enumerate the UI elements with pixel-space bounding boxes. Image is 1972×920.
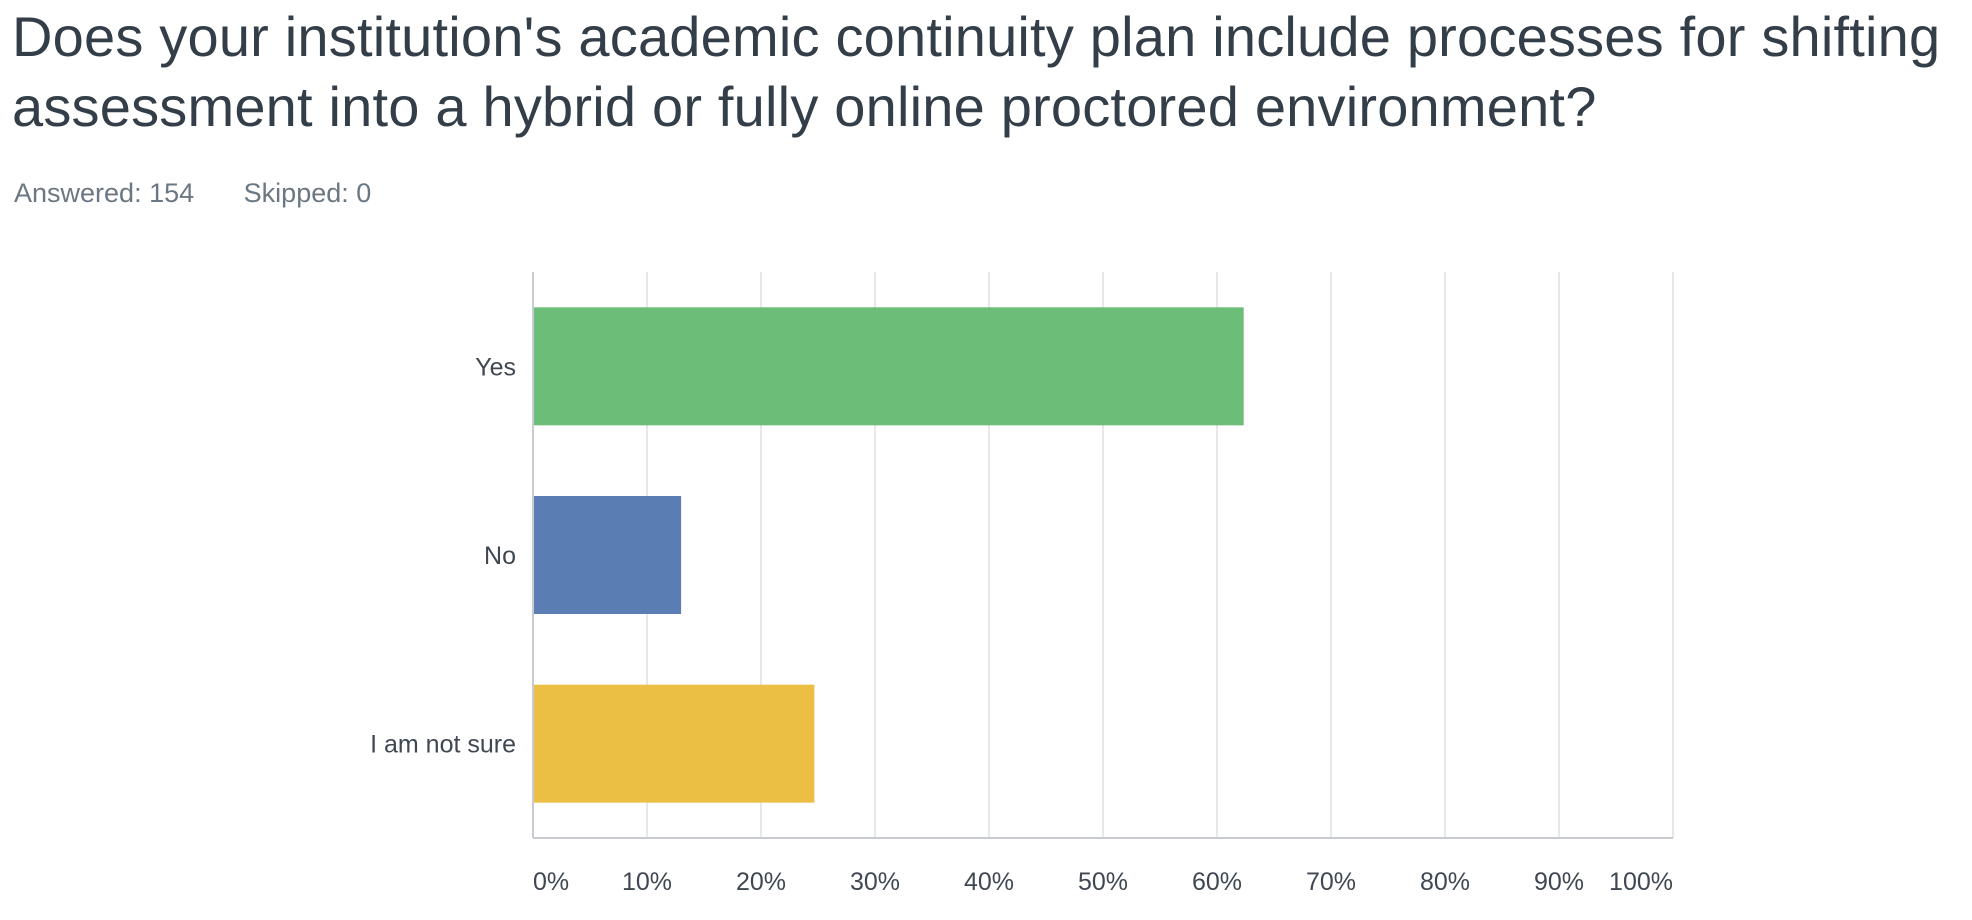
bar xyxy=(533,684,815,803)
category-label: No xyxy=(484,542,516,570)
x-tick-label: 40% xyxy=(964,868,1014,896)
x-tick-label: 20% xyxy=(736,868,786,896)
x-tick-label: 80% xyxy=(1420,868,1470,896)
x-tick-label: 70% xyxy=(1306,868,1356,896)
x-tick-label: 60% xyxy=(1192,868,1242,896)
answered-stat: Answered154 xyxy=(14,178,194,209)
question-title: Does your institution's academic continu… xyxy=(12,5,1941,138)
x-tick-label: 0% xyxy=(533,868,569,896)
answered-label: Answered xyxy=(14,178,149,208)
response-stats: Answered154 Skipped0 xyxy=(14,178,413,209)
category-label: Yes xyxy=(475,353,516,381)
category-label: I am not sure xyxy=(370,731,516,759)
x-tick-label: 90% xyxy=(1534,868,1584,896)
answered-count: 154 xyxy=(149,178,195,208)
bar xyxy=(533,307,1244,426)
x-tick-label: 100% xyxy=(1609,868,1673,896)
x-tick-label: 50% xyxy=(1078,868,1128,896)
x-tick-label: 30% xyxy=(850,868,900,896)
skipped-stat: Skipped0 xyxy=(244,178,372,209)
skipped-label: Skipped xyxy=(244,178,357,208)
skipped-count: 0 xyxy=(356,178,372,208)
x-tick-label: 10% xyxy=(622,868,672,896)
bar xyxy=(533,496,682,614)
